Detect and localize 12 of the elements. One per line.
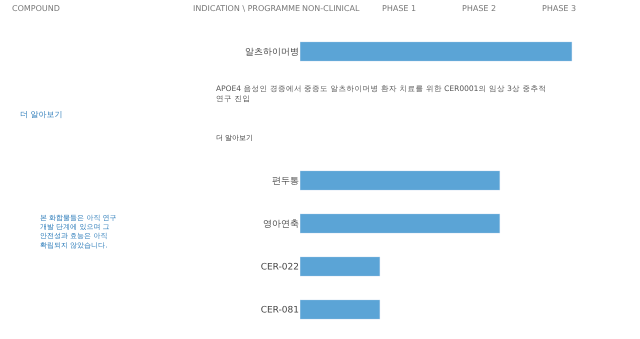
- text: NON-CLINICAL: [302, 4, 360, 13]
- text: INDICATION \ PROGRAMME: [193, 4, 300, 13]
- text: PHASE 3: [542, 4, 576, 13]
- y-tick-label: CER-022: [260, 262, 299, 273]
- text: 더 알아보기: [20, 110, 63, 119]
- text: PHASE 2: [462, 4, 496, 13]
- text: COMPOUND: [12, 4, 60, 13]
- y-tick-label: 알츠하이머병: [245, 48, 299, 58]
- y-tick-label: 영아연축: [263, 220, 299, 230]
- y-tick-label: CER-081: [260, 306, 299, 316]
- text: PHASE 1: [382, 4, 416, 13]
- y-tick-label: 편두통: [272, 176, 299, 187]
